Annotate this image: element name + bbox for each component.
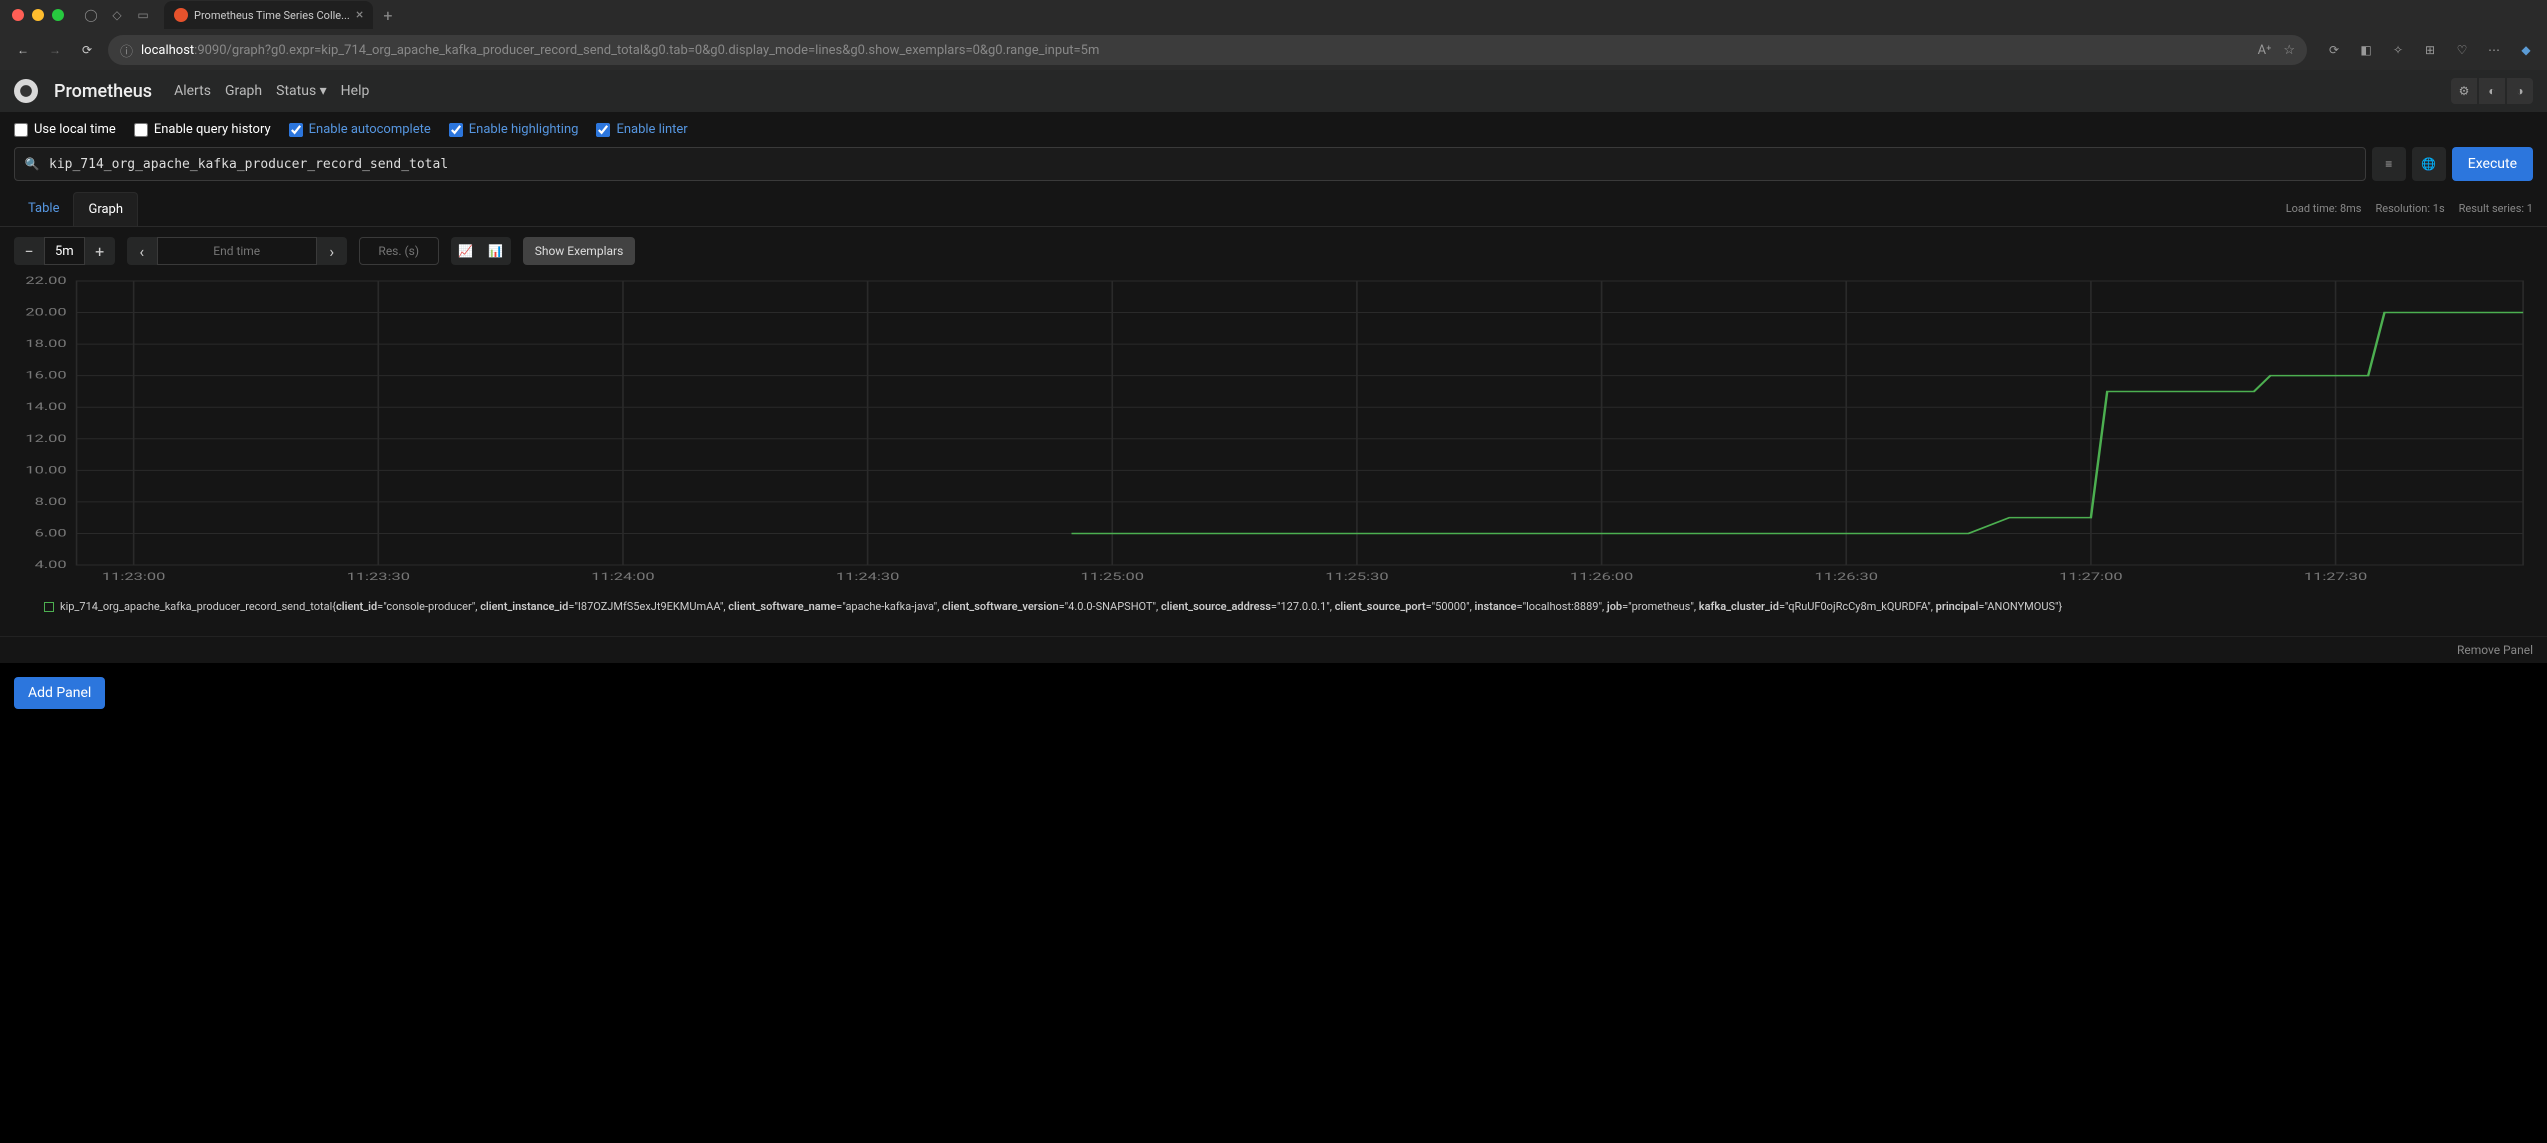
legend-text: kip_714_org_apache_kafka_producer_record… bbox=[60, 600, 2062, 613]
legend-swatch bbox=[44, 602, 54, 612]
extension-icon[interactable]: ♡ bbox=[2453, 41, 2471, 59]
svg-text:11:27:30: 11:27:30 bbox=[2304, 571, 2367, 583]
remove-panel-link[interactable]: Remove Panel bbox=[2457, 643, 2533, 657]
svg-text:11:23:30: 11:23:30 bbox=[347, 571, 410, 583]
svg-text:11:23:00: 11:23:00 bbox=[102, 571, 165, 583]
workspace-icon[interactable]: ◇ bbox=[108, 6, 126, 24]
options-row: Use local time Enable query history Enab… bbox=[0, 112, 2547, 147]
execute-button[interactable]: Execute bbox=[2452, 147, 2533, 181]
svg-text:10.00: 10.00 bbox=[25, 465, 66, 477]
add-panel-button[interactable]: Add Panel bbox=[14, 677, 105, 709]
svg-text:11:26:00: 11:26:00 bbox=[1570, 571, 1633, 583]
svg-text:20.00: 20.00 bbox=[25, 307, 66, 319]
svg-text:11:26:30: 11:26:30 bbox=[1815, 571, 1878, 583]
svg-text:12.00: 12.00 bbox=[25, 433, 66, 445]
end-time-input[interactable] bbox=[157, 237, 317, 265]
tab-favicon bbox=[174, 8, 188, 22]
svg-text:22.00: 22.00 bbox=[25, 275, 66, 287]
svg-text:11:25:00: 11:25:00 bbox=[1081, 571, 1144, 583]
line-chart[interactable]: 22.00 20.00 18.00 16.00 14.00 12.00 10.00 8.00 6… bbox=[14, 275, 2533, 585]
dark-mode-icon[interactable]: ◑ bbox=[2507, 78, 2533, 104]
linter-checkbox[interactable]: Enable linter bbox=[596, 122, 687, 137]
globe-icon[interactable]: 🌐 bbox=[2412, 147, 2446, 181]
svg-text:11:27:00: 11:27:00 bbox=[2059, 571, 2122, 583]
profile-icon[interactable]: ◯ bbox=[82, 6, 100, 24]
url-text: localhost:9090/graph?g0.expr=kip_714_org… bbox=[141, 43, 1099, 58]
svg-text:11:24:00: 11:24:00 bbox=[591, 571, 654, 583]
line-chart-icon[interactable]: 📈 bbox=[451, 237, 481, 265]
result-tabs: Table Graph Load time: 8ms Resolution: 1… bbox=[0, 191, 2547, 227]
highlighting-checkbox[interactable]: Enable highlighting bbox=[449, 122, 579, 137]
sync-icon[interactable]: ⟳ bbox=[2325, 41, 2343, 59]
range-increase-button[interactable]: + bbox=[85, 237, 115, 265]
close-window-button[interactable] bbox=[12, 9, 24, 21]
minimize-window-button[interactable] bbox=[32, 9, 44, 21]
settings-icon[interactable]: ⚙ bbox=[2451, 78, 2477, 104]
stat-series: Result series: 1 bbox=[2459, 202, 2533, 215]
nav-alerts[interactable]: Alerts bbox=[174, 83, 211, 99]
stat-resolution: Resolution: 1s bbox=[2375, 202, 2444, 215]
graph-controls: − 5m + ‹ › 📈 📊 Show Exemplars bbox=[0, 227, 2547, 275]
address-row: ← → ⟳ ⓘ localhost:9090/graph?g0.expr=kip… bbox=[0, 30, 2547, 70]
search-icon: 🔍 bbox=[15, 157, 49, 171]
theme-toggle-icon[interactable]: ◐ bbox=[2479, 78, 2505, 104]
range-decrease-button[interactable]: − bbox=[14, 237, 44, 265]
screenshot-icon[interactable]: ⊞ bbox=[2421, 41, 2439, 59]
svg-text:11:25:30: 11:25:30 bbox=[1325, 571, 1388, 583]
svg-text:14.00: 14.00 bbox=[25, 401, 66, 413]
stat-load: Load time: 8ms bbox=[2286, 202, 2362, 215]
window-chrome: ◯ ◇ ▭ Prometheus Time Series Colle... × … bbox=[0, 0, 2547, 30]
svg-text:11:24:30: 11:24:30 bbox=[836, 571, 899, 583]
prometheus-logo bbox=[14, 79, 38, 103]
favorite-icon[interactable]: ☆ bbox=[2283, 43, 2295, 58]
range-value[interactable]: 5m bbox=[44, 237, 85, 265]
resolution-input[interactable] bbox=[359, 237, 439, 265]
stacked-chart-icon[interactable]: 📊 bbox=[481, 237, 511, 265]
read-aloud-icon[interactable]: A⁺ bbox=[2258, 43, 2272, 58]
tab-title: Prometheus Time Series Colle... bbox=[194, 9, 350, 22]
tab-table[interactable]: Table bbox=[14, 192, 73, 225]
maximize-window-button[interactable] bbox=[52, 9, 64, 21]
app-header: Prometheus Alerts Graph Status ▾ Help ⚙ … bbox=[0, 70, 2547, 112]
app-title: Prometheus bbox=[54, 81, 152, 102]
new-tab-button[interactable]: + bbox=[375, 6, 400, 25]
svg-text:16.00: 16.00 bbox=[25, 370, 66, 382]
copilot-icon[interactable]: ◆ bbox=[2517, 41, 2535, 59]
nav-help[interactable]: Help bbox=[341, 83, 370, 99]
svg-text:4.00: 4.00 bbox=[35, 559, 67, 571]
time-prev-button[interactable]: ‹ bbox=[127, 237, 157, 265]
reload-button[interactable]: ⟳ bbox=[76, 39, 98, 61]
browser-tab[interactable]: Prometheus Time Series Colle... × bbox=[164, 1, 373, 29]
back-button[interactable]: ← bbox=[12, 39, 34, 61]
query-history-checkbox[interactable]: Enable query history bbox=[134, 122, 271, 137]
expression-input[interactable] bbox=[49, 157, 2365, 172]
svg-text:18.00: 18.00 bbox=[25, 338, 66, 350]
svg-text:6.00: 6.00 bbox=[35, 528, 67, 540]
close-tab-icon[interactable]: × bbox=[356, 7, 363, 23]
sidebar-icon[interactable]: ◧ bbox=[2357, 41, 2375, 59]
forward-button[interactable]: → bbox=[44, 39, 66, 61]
nav-graph[interactable]: Graph bbox=[225, 83, 262, 99]
autocomplete-checkbox[interactable]: Enable autocomplete bbox=[289, 122, 431, 137]
site-info-icon[interactable]: ⓘ bbox=[120, 41, 133, 60]
query-row: 🔍 ≡ 🌐 Execute bbox=[0, 147, 2547, 191]
svg-text:8.00: 8.00 bbox=[35, 496, 67, 508]
local-time-checkbox[interactable]: Use local time bbox=[14, 122, 116, 137]
query-box: 🔍 bbox=[14, 147, 2366, 181]
tab-graph[interactable]: Graph bbox=[73, 192, 138, 226]
address-bar[interactable]: ⓘ localhost:9090/graph?g0.expr=kip_714_o… bbox=[108, 35, 2307, 65]
format-icon[interactable]: ≡ bbox=[2372, 147, 2406, 181]
chart-panel: 22.00 20.00 18.00 16.00 14.00 12.00 10.00 8.00 6… bbox=[0, 275, 2547, 636]
show-exemplars-button[interactable]: Show Exemplars bbox=[523, 237, 636, 265]
more-icon[interactable]: ⋯ bbox=[2485, 41, 2503, 59]
legend[interactable]: kip_714_org_apache_kafka_producer_record… bbox=[14, 588, 2533, 626]
collections-icon[interactable]: ✧ bbox=[2389, 41, 2407, 59]
panel-footer: Remove Panel bbox=[0, 636, 2547, 663]
time-next-button[interactable]: › bbox=[317, 237, 347, 265]
tab-overview-icon[interactable]: ▭ bbox=[134, 6, 152, 24]
nav-status[interactable]: Status ▾ bbox=[276, 83, 327, 99]
